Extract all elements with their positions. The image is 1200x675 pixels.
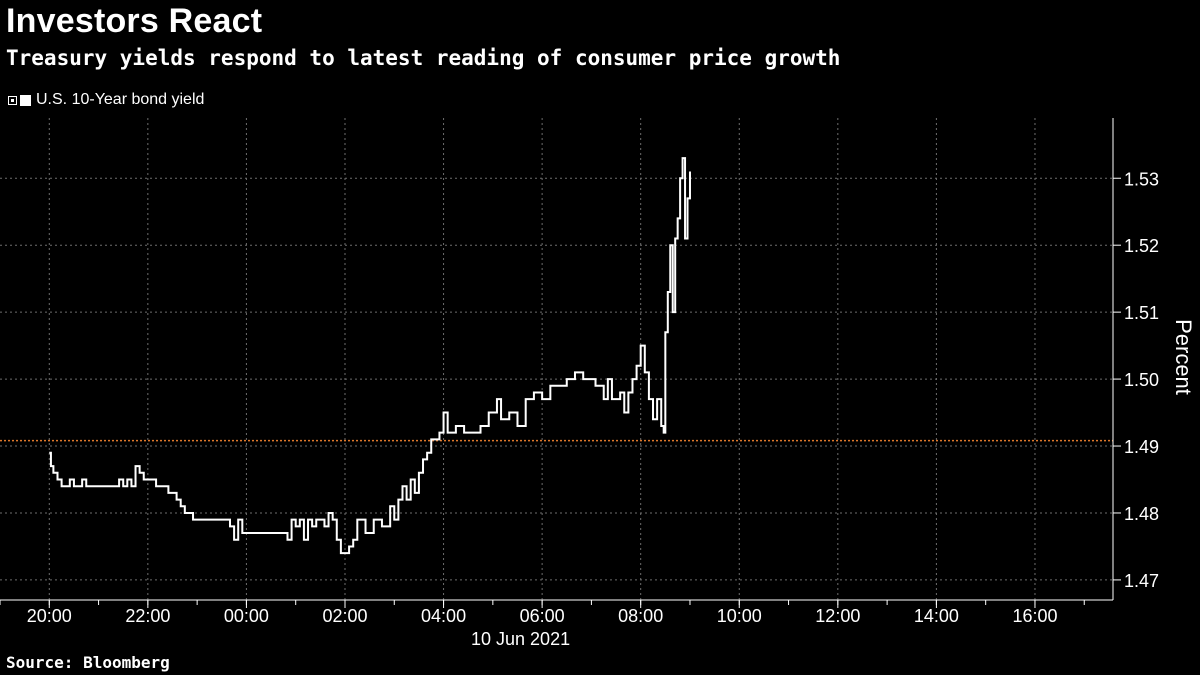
gridlines (0, 118, 1113, 600)
legend-label: U.S. 10-Year bond yield (36, 91, 205, 108)
source-note: Source: Bloomberg (6, 653, 170, 672)
y-tick-label: 1.51 (1124, 303, 1159, 323)
chart-title: Investors React (6, 2, 263, 40)
x-tick-label: 04:00 (421, 606, 466, 626)
x-tick-label: 20:00 (27, 606, 72, 626)
x-tick-label: 08:00 (618, 606, 663, 626)
x-axis-ticks: 20:00 22:00 00:00 02:00 04:00 06:00 08:00 10:00… (0, 600, 1085, 626)
series-line-us-10-year-yield (49, 157, 691, 555)
y-tick-label: 1.49 (1124, 437, 1159, 457)
y-axis-ticks: 1.47 1.48 1.49 1.50 1.51 1.52 1.53 (1113, 169, 1159, 591)
legend-marker-icon (8, 95, 17, 105)
x-tick-label: 14:00 (914, 606, 959, 626)
y-tick-label: 1.48 (1124, 504, 1159, 524)
x-tick-label: 10:00 (717, 606, 762, 626)
x-axis-date-label: 10 Jun 2021 (471, 629, 570, 649)
x-tick-label: 16:00 (1012, 606, 1057, 626)
x-tick-label: 06:00 (520, 606, 565, 626)
y-tick-label: 1.47 (1124, 571, 1159, 591)
chart-subtitle: Treasury yields respond to latest readin… (6, 46, 841, 70)
y-tick-label: 1.50 (1124, 370, 1159, 390)
axes (0, 118, 1114, 601)
legend: U.S. 10-Year bond yield (8, 91, 204, 109)
y-tick-label: 1.52 (1124, 236, 1159, 256)
x-tick-label: 00:00 (224, 606, 269, 626)
y-axis-title: Percent (1171, 319, 1196, 395)
x-tick-label: 12:00 (815, 606, 860, 626)
legend-swatch (20, 94, 31, 106)
y-tick-label: 1.53 (1124, 169, 1159, 189)
x-tick-label: 02:00 (322, 606, 367, 626)
x-tick-label: 22:00 (125, 606, 170, 626)
